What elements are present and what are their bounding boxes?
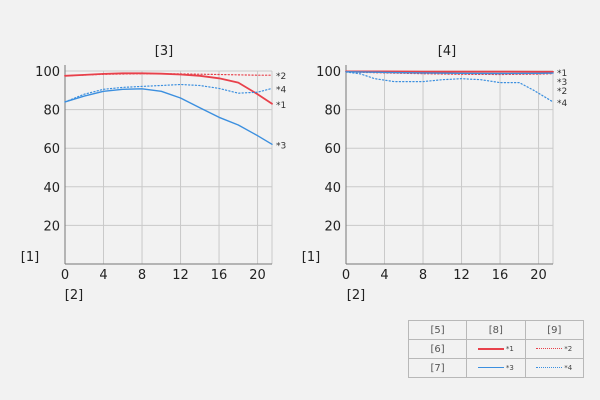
legend-row-label: [6]: [407, 339, 468, 359]
legend-series-label: *2: [564, 344, 573, 353]
series-line-star3: [64, 88, 273, 146]
x-tick-label: 4: [99, 268, 107, 283]
series-end-label: *4: [276, 85, 287, 95]
legend-swatch-solid: *3: [466, 358, 526, 378]
series-end-label: *3: [276, 141, 286, 151]
y-tick-label: 40: [324, 181, 341, 196]
legend-row-label: [7]: [407, 358, 468, 378]
legend-series-label: *1: [505, 344, 514, 353]
x-tick-label: 4: [380, 268, 388, 283]
x-axis-label-right: [2]: [347, 288, 365, 303]
x-tick-label: 20: [249, 268, 266, 283]
series-line-star4: [64, 83, 273, 103]
chart-right: [4] *1*3*2 *4 20 40 60 80 100 0 4 8 12 16 20 [1] [2…: [302, 44, 568, 303]
chart-left: [3] *2 *4 *1 *3 20 40 60 80 100 0 4 8 12 16 20 [1] [2…: [21, 44, 287, 303]
y-axis-label-left: [1]: [21, 250, 39, 265]
y-tick-label: 100: [35, 65, 60, 80]
x-tick-label: 0: [342, 268, 350, 283]
x-tick-label: 16: [492, 268, 509, 283]
chart-title-left: [3]: [155, 44, 173, 59]
legend-table: [5] [8] [9] [6] *1 *2 [7] *3 *4: [407, 320, 585, 378]
y-tick-label: 20: [43, 219, 60, 234]
y-tick-label: 80: [324, 104, 341, 119]
series-end-label: *1: [557, 69, 567, 79]
chart-title-right: [4]: [438, 44, 456, 59]
legend-header-cell: [8]: [466, 320, 526, 340]
legend-series-label: *4: [564, 363, 573, 372]
legend-line-blue-solid: [477, 367, 504, 368]
series-line-star3: [345, 71, 554, 75]
x-tick-label: 8: [138, 268, 146, 283]
x-tick-label: 12: [172, 268, 189, 283]
legend-row: [7] *3 *4: [407, 358, 585, 378]
legend-swatch-solid: *1: [466, 339, 526, 359]
legend-header-cell: [9]: [524, 320, 585, 340]
y-axis-label-right: [1]: [302, 250, 320, 265]
x-tick-label: 8: [419, 268, 427, 283]
legend-line-red-solid: [477, 347, 504, 350]
series-line-star2: [64, 73, 273, 77]
y-tick-label: 100: [316, 65, 341, 80]
legend-swatch-dotted: *4: [524, 358, 585, 378]
legend-header-cell: [5]: [407, 320, 468, 340]
y-tick-label: 60: [324, 142, 341, 157]
x-tick-label: 16: [211, 268, 228, 283]
y-tick-label: 40: [43, 181, 60, 196]
x-tick-label: 0: [61, 268, 69, 283]
series-end-label: *3: [557, 78, 567, 88]
x-tick-label: 20: [530, 268, 547, 283]
series-end-label: *1: [276, 101, 286, 111]
y-tick-label: 20: [324, 219, 341, 234]
legend-row: [6] *1 *2: [407, 339, 585, 359]
y-tick-label: 60: [43, 142, 60, 157]
series-end-label: *2: [557, 87, 567, 97]
y-tick-label: 80: [43, 104, 60, 119]
x-axis-label-left: [2]: [65, 288, 83, 303]
series-end-label: *2: [276, 72, 286, 82]
legend-line-blue-dotted: [536, 367, 563, 368]
legend-header-row: [5] [8] [9]: [407, 320, 585, 340]
legend-series-label: *3: [505, 363, 514, 372]
legend-swatch-dotted: *2: [524, 339, 585, 359]
series-line-star1: [64, 72, 273, 105]
series-end-label: *4: [557, 99, 568, 109]
legend-line-red-dotted: [536, 348, 563, 349]
series-line-star4: [345, 71, 554, 103]
x-tick-label: 12: [453, 268, 470, 283]
